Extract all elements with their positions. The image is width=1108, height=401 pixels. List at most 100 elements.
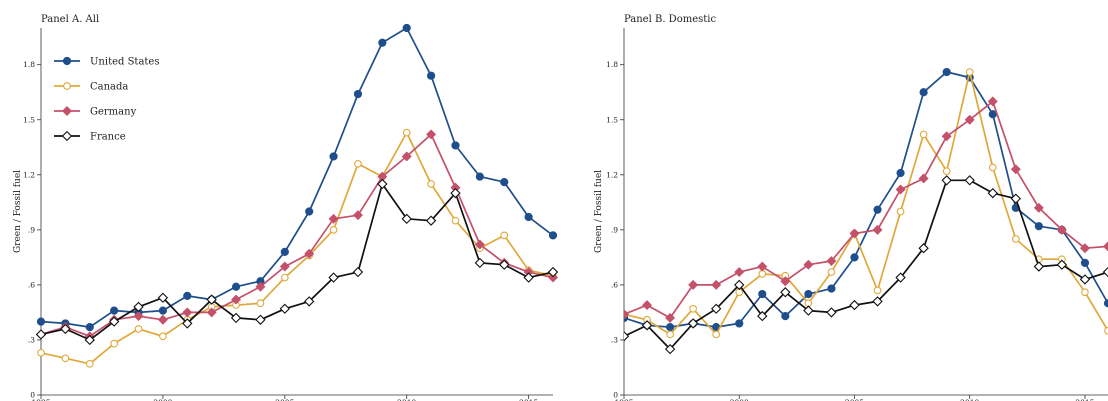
x-tick-label: 2010 [960,398,979,401]
data-point-france [895,272,906,283]
data-point-united-states [873,205,882,214]
data-point-france [780,287,791,298]
data-point-france [757,310,768,322]
data-point-canada [758,270,767,278]
data-point-canada [1081,288,1089,297]
data-point-france [304,296,315,307]
data-point-united-states [1080,258,1090,267]
data-point-germany [665,312,676,323]
data-point-united-states [402,23,411,33]
data-point-germany [206,307,217,318]
data-point-canada [134,325,143,333]
data-point-france [664,343,676,355]
data-point-germany [849,228,860,239]
data-point-germany [352,210,363,221]
data-point-united-states [280,247,289,256]
series-line-france [40,183,554,341]
data-point-france [133,301,144,313]
data-point-united-states [183,291,192,301]
legend-item-france: France [54,130,126,143]
data-point-france [964,175,975,186]
x-tick-label: 2000 [730,398,749,401]
data-point-united-states [804,289,813,299]
data-point-united-states [500,178,509,187]
panel-b: Panel B. Domestic Green / Fossil fuel 0 .3.… [594,14,1108,401]
data-point-united-states [110,306,119,315]
data-point-france [1102,266,1108,278]
data-point-germany [401,151,412,162]
data-point-germany [872,224,883,235]
y-axis-label: Green / Fossil fuel [594,170,604,253]
data-point-canada [965,68,974,76]
data-point-germany [780,276,791,287]
y-tick-label: 1.2 [606,170,618,179]
data-point-united-states [36,317,46,326]
data-point-germany [255,281,266,292]
data-point-germany [474,239,485,250]
data-point-germany [826,256,837,267]
y-tick-label: .9 [611,225,618,234]
data-point-france [230,312,242,324]
data-point-canada [159,332,167,341]
data-point-germany [642,300,653,311]
data-point-france [60,323,71,335]
y-tick-label: 1.5 [606,115,618,124]
data-point-canada [110,339,118,348]
x-tick-label: 2015 [1075,398,1094,401]
series-line-france [624,179,1108,350]
plot-area [35,23,559,368]
data-point-germany [304,248,315,259]
data-point-germany [1103,241,1108,252]
data-point-united-states [305,207,314,216]
data-point-france [1079,274,1091,285]
data-point-france [377,178,388,190]
data-point-canada [500,231,509,240]
data-point-united-states [1034,222,1043,231]
data-point-germany [895,184,906,195]
legend-label: Germany [90,107,137,118]
data-point-united-states [1103,299,1108,308]
data-point-france [328,272,339,283]
data-point-france [1010,193,1021,204]
data-point-canada [873,286,882,295]
data-point-france [450,187,461,199]
y-tick-label: 1.8 [23,60,35,69]
plot-area [624,67,1108,355]
data-point-france [803,305,814,316]
data-point-canada [827,268,836,276]
data-point-canada [1011,235,1020,243]
legend-marker [63,82,71,90]
series-united-states [36,23,558,332]
legend-item-germany: Germany [54,106,137,118]
data-point-germany [548,272,558,283]
data-point-united-states [353,89,363,99]
data-point-united-states [85,323,94,332]
data-point-germany [941,131,952,142]
series-line-germany [624,100,1108,319]
data-point-germany [1033,202,1044,213]
legend-marker [62,56,72,66]
data-point-germany [1079,243,1090,254]
data-point-united-states [426,71,436,80]
data-point-germany [688,279,699,290]
data-point-united-states [919,88,928,97]
data-point-united-states [735,319,744,328]
data-point-germany [1010,164,1021,175]
data-point-canada [942,167,951,175]
data-point-germany [964,114,975,125]
x-tick-label: 2005 [275,398,294,401]
data-point-germany [157,314,168,325]
data-point-france [206,294,217,305]
data-point-germany [133,311,144,322]
y-tick-label: 1.5 [23,115,35,124]
data-point-canada [712,330,721,339]
series-germany [624,96,1108,323]
data-point-canada [85,359,94,368]
data-point-germany [711,279,722,290]
y-tick-label: .9 [28,225,35,234]
data-point-germany [328,213,339,224]
data-point-united-states [524,212,533,222]
data-point-canada [451,216,460,225]
series-line-germany [40,133,554,338]
